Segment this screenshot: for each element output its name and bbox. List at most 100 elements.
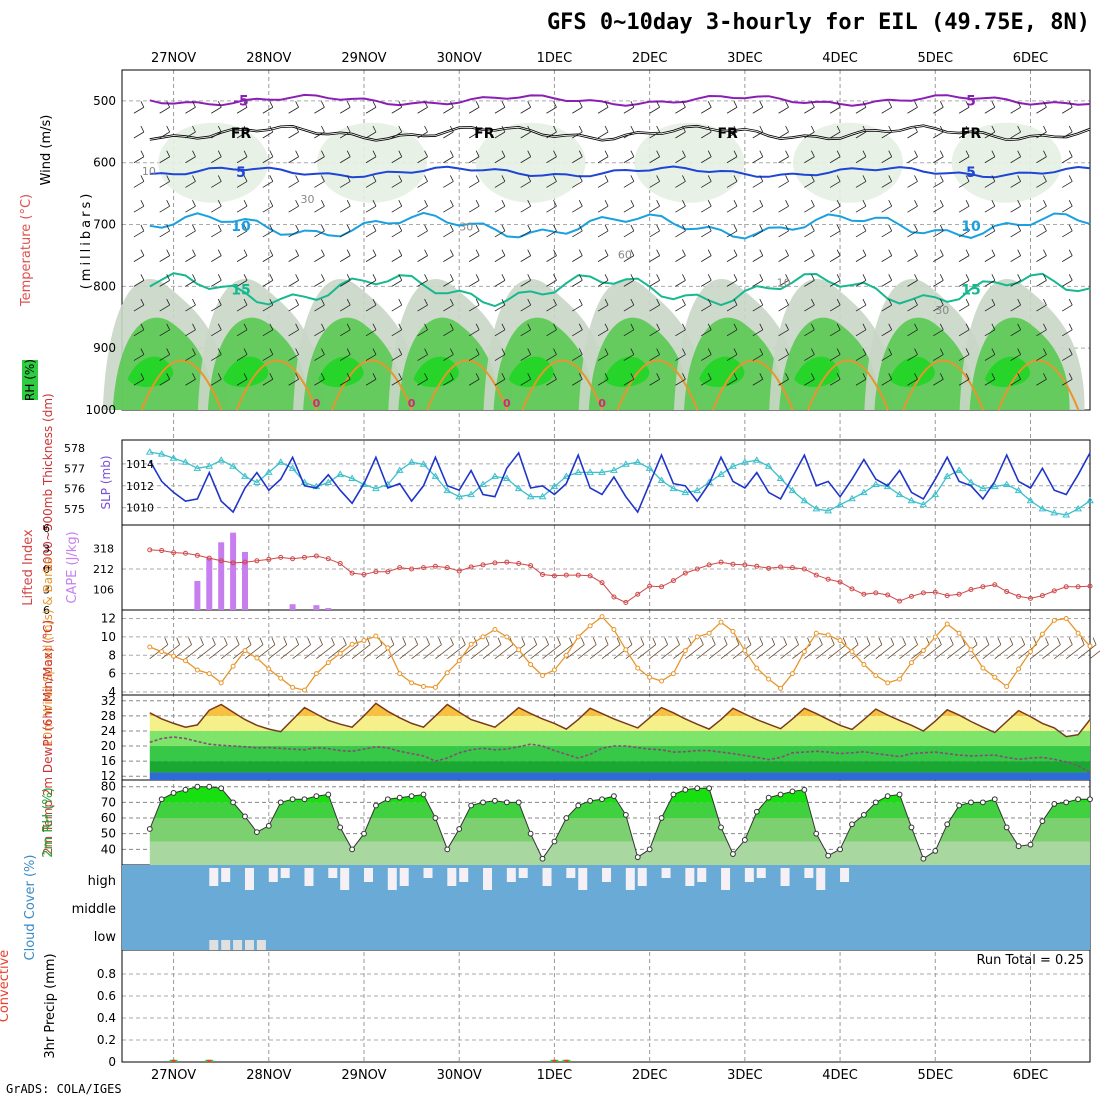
contour-label: 5: [966, 165, 976, 181]
wind-barb: [933, 125, 944, 139]
wind-barb: [1036, 175, 1047, 188]
wind-barb: [339, 125, 351, 139]
li-point: [516, 561, 522, 567]
wind-point: [349, 641, 355, 647]
wind-barb: [804, 101, 815, 114]
wind-barb: [649, 298, 660, 312]
rh-point: [480, 799, 486, 806]
wind-barb: [288, 150, 299, 164]
wind-tick: 8: [108, 648, 116, 662]
wind-barb: [649, 200, 660, 213]
wind-barb: [211, 323, 222, 337]
wind-barb: [752, 373, 764, 386]
thickness-point: [907, 496, 916, 504]
wind-barb: [288, 323, 299, 337]
day-label-bottom: 4DEC: [822, 1068, 858, 1083]
wind-barb: [933, 175, 944, 188]
wind-barb: [829, 373, 841, 386]
rh-point: [325, 791, 332, 798]
wind-barb: [778, 101, 789, 114]
rh-label: 30: [301, 193, 315, 206]
wind-point: [206, 671, 212, 677]
rh-point: [408, 793, 415, 799]
rh-point: [920, 855, 927, 862]
wind-barb: [391, 298, 403, 312]
wind-barb-10m: [899, 637, 918, 659]
wind-point: [659, 678, 665, 684]
rh-point: [575, 802, 582, 809]
wind-barb: [958, 373, 970, 386]
thickness-point: [955, 466, 963, 473]
li-point: [1004, 589, 1010, 595]
thickness-point: [859, 488, 868, 496]
wind-barb-10m: [780, 637, 799, 659]
wind-barb: [133, 298, 145, 312]
wind-barb: [726, 150, 738, 164]
wind-barb: [881, 249, 893, 262]
cloud-gap: [816, 868, 826, 890]
wind-barb: [417, 101, 428, 114]
rh-point: [718, 824, 724, 831]
li-point: [920, 590, 926, 596]
pressure-ylabel: (millibars): [79, 191, 94, 290]
rh-legend: RH (%): [22, 359, 38, 401]
wind-point: [778, 685, 784, 691]
thickness-point: [633, 458, 642, 465]
cloud-level-low: low: [94, 930, 117, 945]
rh-band: [149, 841, 1090, 865]
day-label-top: 3DEC: [727, 51, 763, 66]
contour-label: -5: [233, 93, 249, 109]
wind-barb-10m: [566, 637, 585, 659]
wind-barb: [907, 348, 918, 361]
convective-label: Convective: [0, 950, 12, 1023]
thickness-point: [1062, 510, 1071, 518]
li-tick: 6: [43, 604, 50, 617]
wind-barb: [494, 101, 506, 114]
wind-barb-10m: [697, 637, 716, 659]
rh-band: [149, 802, 1090, 819]
wind-barb: [211, 348, 222, 361]
pressure-tick: 800: [93, 279, 116, 293]
li-point: [766, 565, 772, 571]
temp-contour-20: [235, 359, 318, 411]
wind-barb-10m: [708, 637, 728, 659]
wind-barb: [211, 224, 222, 238]
wind-barb: [1010, 125, 1022, 139]
wind-barb: [417, 373, 428, 386]
li-point: [266, 556, 272, 562]
temp-contour-20: [616, 359, 699, 411]
wind-point: [599, 614, 605, 620]
wind-barb: [288, 101, 299, 114]
li-point: [885, 592, 891, 598]
wind-barb: [958, 150, 970, 164]
wind-point: [563, 652, 569, 658]
wind-barb: [314, 348, 325, 361]
precip-tick: 0.4: [97, 1011, 116, 1025]
wind-barb: [675, 224, 686, 238]
wind-point: [635, 665, 641, 671]
thickness-point: [407, 458, 416, 465]
thickness-point: [372, 484, 380, 492]
wind-barb: [443, 249, 454, 262]
wind-point: [218, 680, 224, 686]
li-point: [932, 589, 938, 595]
wind-barb: [1010, 298, 1022, 312]
wind-barb: [546, 125, 557, 139]
thickness-point: [871, 480, 880, 488]
rh-point: [849, 821, 855, 828]
thickness-point: [181, 458, 190, 465]
wind-barb: [159, 323, 171, 337]
wind-barb: [468, 298, 480, 312]
li-point: [801, 566, 807, 572]
wind-barb: [339, 274, 351, 287]
wind-barb: [1062, 249, 1073, 262]
thickness-point: [788, 486, 797, 494]
wind-point: [432, 684, 438, 690]
wind-barb: [417, 200, 428, 213]
li-point: [718, 559, 724, 565]
wind-barb: [391, 175, 403, 188]
rh-point: [694, 785, 701, 792]
rh-point: [563, 815, 570, 821]
wind-barb: [185, 200, 196, 213]
li-point: [540, 571, 546, 577]
